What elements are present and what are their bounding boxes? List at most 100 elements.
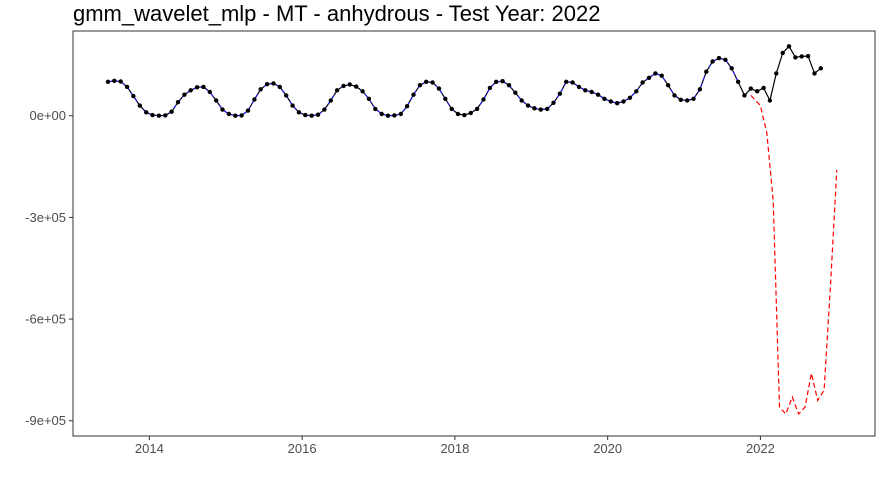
data-point [729,66,734,71]
data-point [697,87,703,92]
data-point [124,84,130,90]
data-point [194,85,200,90]
x-tick-label: 2014 [135,441,164,456]
data-point [755,89,760,94]
data-point [678,97,683,103]
data-point [277,84,282,90]
data-point [137,103,142,108]
data-point [334,88,340,93]
data-point [595,92,601,97]
x-tick-label: 2018 [440,441,469,456]
y-tick-label: 0e+00 [29,108,66,123]
data-point [303,112,308,118]
data-point [449,106,454,112]
data-point [481,97,486,102]
data-point [551,100,556,106]
data-point [436,86,442,91]
data-point [404,104,410,109]
data-point [774,71,779,76]
data-point [710,59,715,64]
data-point [691,96,696,102]
data-point [169,109,174,114]
data-point [487,85,493,91]
data-point [214,98,219,103]
data-point [627,95,633,101]
data-point [443,96,448,102]
data-point [201,84,206,90]
data-point [258,87,263,92]
data-point [131,93,136,99]
data-point [455,111,461,117]
data-point [271,81,276,86]
y-tick-label: -9e+05 [25,413,66,428]
data-point [793,55,798,60]
data-point [735,79,741,85]
data-point [748,86,753,91]
data-point [112,78,117,84]
data-point [704,69,709,74]
data-point [723,57,728,62]
series-forecast-line [750,94,838,416]
chart-title: gmm_wavelet_mlp - MT - anhydrous - Test … [73,1,601,26]
data-point [780,50,785,56]
data-point [233,113,238,118]
data-point [105,79,111,85]
data-point [424,79,429,85]
data-point [328,98,333,103]
data-point [474,106,480,112]
data-point [226,111,232,117]
data-point [398,111,403,117]
x-tick-label: 2020 [593,441,622,456]
data-point [589,89,594,95]
data-point [245,108,251,113]
data-point [532,106,537,111]
data-point [583,88,588,93]
data-point [576,84,582,90]
data-point [602,96,607,102]
data-point [220,107,225,112]
data-point [818,66,823,71]
data-point [634,89,639,94]
data-point [144,110,149,115]
data-point [500,79,505,84]
data-point [621,99,626,104]
data-point [812,71,817,76]
y-tick-label: -6e+05 [25,312,66,327]
y-tick-label: -3e+05 [25,210,66,225]
data-point [767,98,773,103]
data-point [608,99,613,104]
series-fitted-line [107,57,739,117]
data-point [392,113,397,118]
data-point [163,113,168,118]
data-point [373,106,378,112]
data-point [761,85,766,91]
data-point [564,79,569,85]
series-actual-line [107,45,822,117]
data-point [672,93,677,98]
data-point [252,97,257,102]
data-point [786,44,792,49]
data-point [665,83,671,88]
data-point [799,54,804,59]
data-point [296,110,302,115]
data-point [468,110,473,116]
data-point [538,107,543,112]
data-point [417,83,423,88]
data-point [264,82,270,87]
data-point [366,96,372,102]
data-point [640,80,645,85]
data-point [156,113,162,118]
data-point [379,111,384,117]
data-point [182,92,187,97]
data-point [462,112,467,118]
data-point [322,107,327,112]
data-point [545,106,550,112]
data-point [805,53,811,59]
data-point [385,113,391,118]
data-point [284,93,289,98]
x-tick-label: 2016 [288,441,317,456]
data-point [615,101,620,106]
data-point [570,80,575,85]
